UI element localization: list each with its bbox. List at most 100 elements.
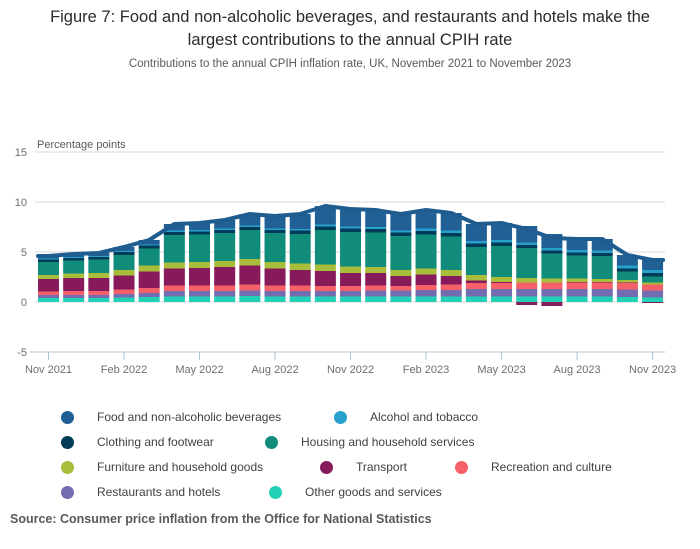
- bar-segment: [465, 289, 487, 297]
- bar-segment: [163, 230, 185, 232]
- bar-segment: [491, 282, 513, 283]
- bar-segment: [138, 288, 160, 293]
- bar-segment: [239, 227, 261, 230]
- bar-segment: [591, 282, 613, 283]
- legend-swatch-icon: [455, 460, 468, 474]
- bar-segment: [491, 283, 513, 289]
- bar-segment: [163, 235, 185, 263]
- y-tick-label: -5: [17, 347, 27, 359]
- bar-segment: [113, 252, 135, 255]
- bar-segment: [491, 289, 513, 297]
- bar-segment: [88, 298, 110, 302]
- bar-segment: [289, 214, 311, 229]
- bar-segment: [189, 262, 211, 268]
- bar-segment: [365, 285, 387, 291]
- bar-segment: [340, 232, 362, 267]
- x-tick-label: Nov 2021: [25, 364, 72, 376]
- bar-segment: [214, 291, 236, 297]
- bar-segment: [113, 275, 135, 290]
- bar-segment: [491, 296, 513, 302]
- bar-segment: [440, 284, 462, 290]
- bar-segment: [365, 227, 387, 229]
- bar-segment: [440, 270, 462, 276]
- bar-segment: [390, 270, 412, 276]
- bar-segment: [415, 274, 437, 285]
- bar-segment: [365, 296, 387, 302]
- bar-segment: [415, 268, 437, 275]
- bar-segment: [289, 291, 311, 297]
- bar-segment: [440, 233, 462, 237]
- y-axis-title: Percentage points: [37, 139, 126, 151]
- bar-segment: [88, 256, 110, 257]
- bar-segment: [541, 302, 563, 306]
- legend-item: Restaurants and hotels: [61, 484, 220, 500]
- bar-segment: [163, 268, 185, 286]
- bar-segment: [566, 278, 588, 282]
- legend-label: Restaurants and hotels: [97, 485, 221, 499]
- bar-segment: [516, 245, 538, 248]
- bar-segment: [390, 296, 412, 302]
- x-tick-label: May 2022: [175, 364, 223, 376]
- bar-segment: [415, 234, 437, 269]
- bar-segment: [566, 250, 588, 253]
- bar-segment: [264, 285, 286, 291]
- bar-segment: [340, 228, 362, 232]
- bar-segment: [38, 279, 59, 292]
- x-tick-label: Aug 2022: [251, 364, 298, 376]
- bar-segment: [642, 282, 664, 285]
- bar-segment: [189, 230, 211, 232]
- legend-swatch-icon: [61, 435, 74, 449]
- bar-segment: [113, 251, 135, 252]
- bar-segment: [38, 298, 59, 302]
- bar-segment: [566, 289, 588, 297]
- bar-segment: [189, 291, 211, 297]
- legend-item: Furniture and household goods: [61, 459, 263, 475]
- bar-segment: [566, 252, 588, 256]
- bar-segment: [113, 294, 135, 298]
- bar-segment: [289, 270, 311, 286]
- bar-segment: [214, 267, 236, 286]
- bar-segment: [340, 291, 362, 297]
- bar-segment: [390, 230, 412, 233]
- bar-segment: [138, 271, 160, 288]
- source-note: Source: Consumer price inflation from th…: [10, 512, 432, 526]
- bar-segment: [440, 230, 462, 233]
- legend-swatch-icon: [265, 435, 278, 449]
- bar-segment: [163, 232, 185, 235]
- bar-segment: [616, 297, 638, 302]
- bar-segment: [214, 285, 236, 291]
- bar-segment: [491, 240, 513, 243]
- bar-segment: [516, 282, 538, 289]
- bar-segment: [289, 285, 311, 291]
- legend-swatch-icon: [269, 485, 282, 499]
- bar-segment: [340, 296, 362, 302]
- bar-segment: [63, 258, 85, 261]
- bar-segment: [415, 296, 437, 302]
- x-tick-label: Nov 2022: [327, 364, 374, 376]
- bar-segment: [113, 270, 135, 276]
- legend-swatch-icon: [334, 410, 347, 424]
- bar-segment: [163, 296, 185, 302]
- bar-segment: [566, 296, 588, 302]
- bar-segment: [415, 210, 437, 229]
- bar-segment: [239, 265, 261, 285]
- bar-segment: [465, 283, 487, 289]
- bar-segment: [616, 283, 638, 290]
- legend-swatch-icon: [61, 485, 74, 499]
- bar-segment: [214, 296, 236, 302]
- bar-segment: [642, 270, 664, 273]
- bar-segment: [289, 296, 311, 302]
- bar-segment: [465, 275, 487, 281]
- bar-segment: [340, 226, 362, 229]
- bar-segment: [38, 275, 59, 279]
- bar-segment: [491, 242, 513, 246]
- bar-segment: [390, 232, 412, 236]
- bar-segment: [440, 290, 462, 297]
- bar-segment: [616, 280, 638, 283]
- bar-segment: [415, 285, 437, 290]
- bar-segment: [239, 296, 261, 302]
- bar-segment: [113, 297, 135, 302]
- bar-segment: [189, 223, 211, 230]
- legend-item: Other goods and services: [269, 484, 442, 500]
- bar-segment: [415, 290, 437, 297]
